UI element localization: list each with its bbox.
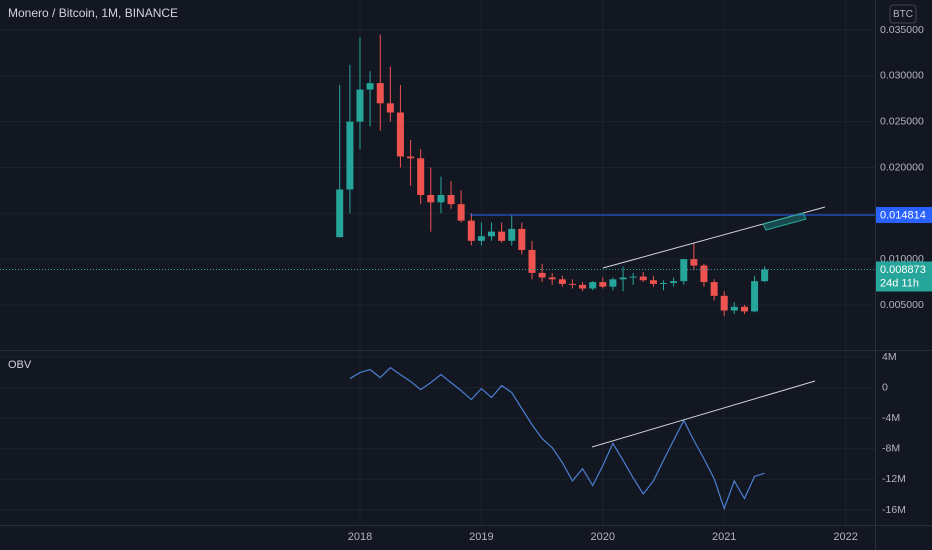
candle-body — [376, 83, 384, 104]
currency-label: BTC — [893, 9, 913, 20]
chart-title: Monero / Bitcoin, 1M, BINANCE — [8, 6, 178, 20]
countdown-label: 24d 11h — [880, 277, 919, 289]
candle-body — [660, 282, 668, 284]
candle-body — [508, 228, 516, 241]
candle-body — [548, 277, 556, 280]
indicator-title: OBV — [8, 359, 32, 371]
candle-body — [700, 265, 708, 283]
candle-body — [740, 306, 748, 312]
last-price-box — [876, 261, 932, 292]
candle-body — [690, 259, 698, 266]
candle-body — [336, 189, 344, 238]
highlight-box[interactable] — [762, 212, 807, 231]
candle-body — [730, 306, 738, 311]
x-tick-label: 2020 — [591, 531, 615, 543]
candle-body — [346, 121, 354, 190]
y-tick-label: 0.025000 — [880, 115, 924, 127]
x-tick-label: 2022 — [833, 531, 857, 543]
candle-body — [751, 281, 759, 312]
candle-body — [609, 279, 617, 287]
candle-body — [467, 220, 475, 241]
y-tick-label: -16M — [882, 504, 906, 516]
candle-body — [386, 103, 394, 113]
candle-body — [629, 276, 637, 278]
candle-body — [528, 249, 536, 273]
candle-body — [487, 231, 495, 237]
labels: 201820192020202120220.0050000.0100000.01… — [348, 24, 932, 543]
y-tick-label: 0.020000 — [880, 161, 924, 173]
y-tick-label: 0 — [882, 381, 888, 393]
price-line-label: 0.014814 — [880, 209, 926, 221]
candle-body — [558, 279, 566, 284]
obv-line — [349, 366, 765, 511]
candle-body — [396, 112, 404, 157]
x-tick-label: 2019 — [469, 531, 493, 543]
candle-body — [518, 228, 526, 250]
candle-body — [619, 277, 627, 280]
obv-trendline[interactable] — [591, 380, 816, 448]
y-tick-label: 0.030000 — [880, 70, 924, 82]
candle-body — [417, 158, 425, 195]
candle-body — [498, 231, 506, 241]
candle-body — [538, 272, 546, 278]
candle-body — [579, 284, 587, 289]
candle-body — [407, 156, 415, 159]
x-tick-label: 2018 — [348, 531, 372, 543]
candle-body — [670, 281, 678, 283]
y-tick-label: 0.035000 — [880, 24, 924, 36]
last-price-label: 0.008873 — [880, 264, 926, 276]
candle-body — [356, 89, 364, 122]
candle-body — [457, 204, 465, 221]
x-tick-label: 2021 — [712, 531, 736, 543]
y-tick-label: 0.005000 — [880, 299, 924, 311]
candle-body — [366, 83, 374, 90]
candle-body — [447, 194, 455, 205]
grid — [0, 0, 875, 525]
candle-body — [761, 269, 769, 282]
y-tick-label: 4M — [882, 351, 897, 363]
currency-box[interactable] — [889, 4, 917, 24]
candle-body — [427, 194, 435, 203]
y-tick-label: -12M — [882, 473, 906, 485]
candle-body — [599, 282, 607, 287]
price-line-label-box — [876, 207, 932, 224]
candle-body — [589, 282, 597, 289]
candle-body — [649, 280, 657, 284]
candle-body — [477, 236, 485, 241]
candle-body — [437, 194, 445, 203]
candle-body — [639, 276, 647, 281]
y-tick-label: -4M — [882, 412, 900, 424]
y-tick-label: -8M — [882, 443, 900, 455]
candle-body — [680, 259, 688, 282]
candle-body — [568, 283, 576, 285]
candle-body — [710, 282, 718, 296]
candle-body — [720, 295, 728, 311]
marks — [0, 34, 875, 511]
